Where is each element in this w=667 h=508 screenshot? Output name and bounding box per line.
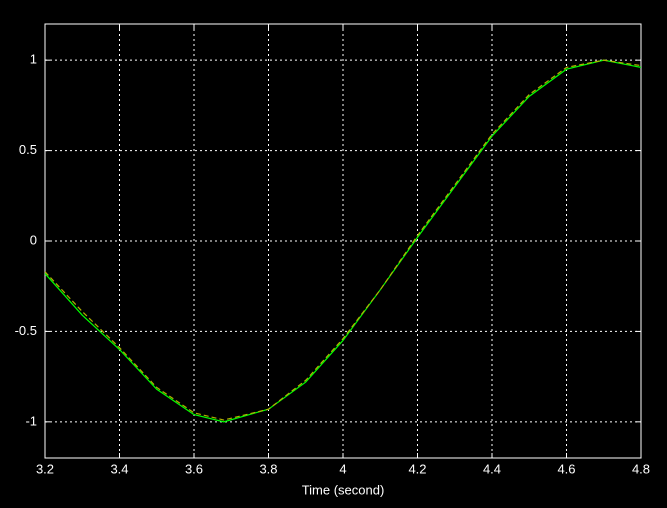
x-tick-label: 4.8 <box>632 461 650 476</box>
x-tick-label: 3.8 <box>259 461 277 476</box>
x-tick-label: 4.2 <box>408 461 426 476</box>
y-tick-label: -0.5 <box>15 323 37 338</box>
x-tick-label: 4.6 <box>557 461 575 476</box>
y-tick-label: 0 <box>30 232 37 247</box>
x-tick-label: 4.4 <box>483 461 501 476</box>
x-tick-label: 3.6 <box>185 461 203 476</box>
data-line <box>44 59 642 423</box>
y-tick-label: -1 <box>25 413 37 428</box>
x-tick-label: 3.2 <box>36 461 54 476</box>
x-axis-label: Time (second) <box>302 482 385 497</box>
x-tick-label: 3.4 <box>110 461 128 476</box>
data-line <box>44 59 642 421</box>
y-tick-label: 0.5 <box>19 142 37 157</box>
x-tick-label: 4 <box>339 461 346 476</box>
y-tick-label: 1 <box>30 52 37 67</box>
